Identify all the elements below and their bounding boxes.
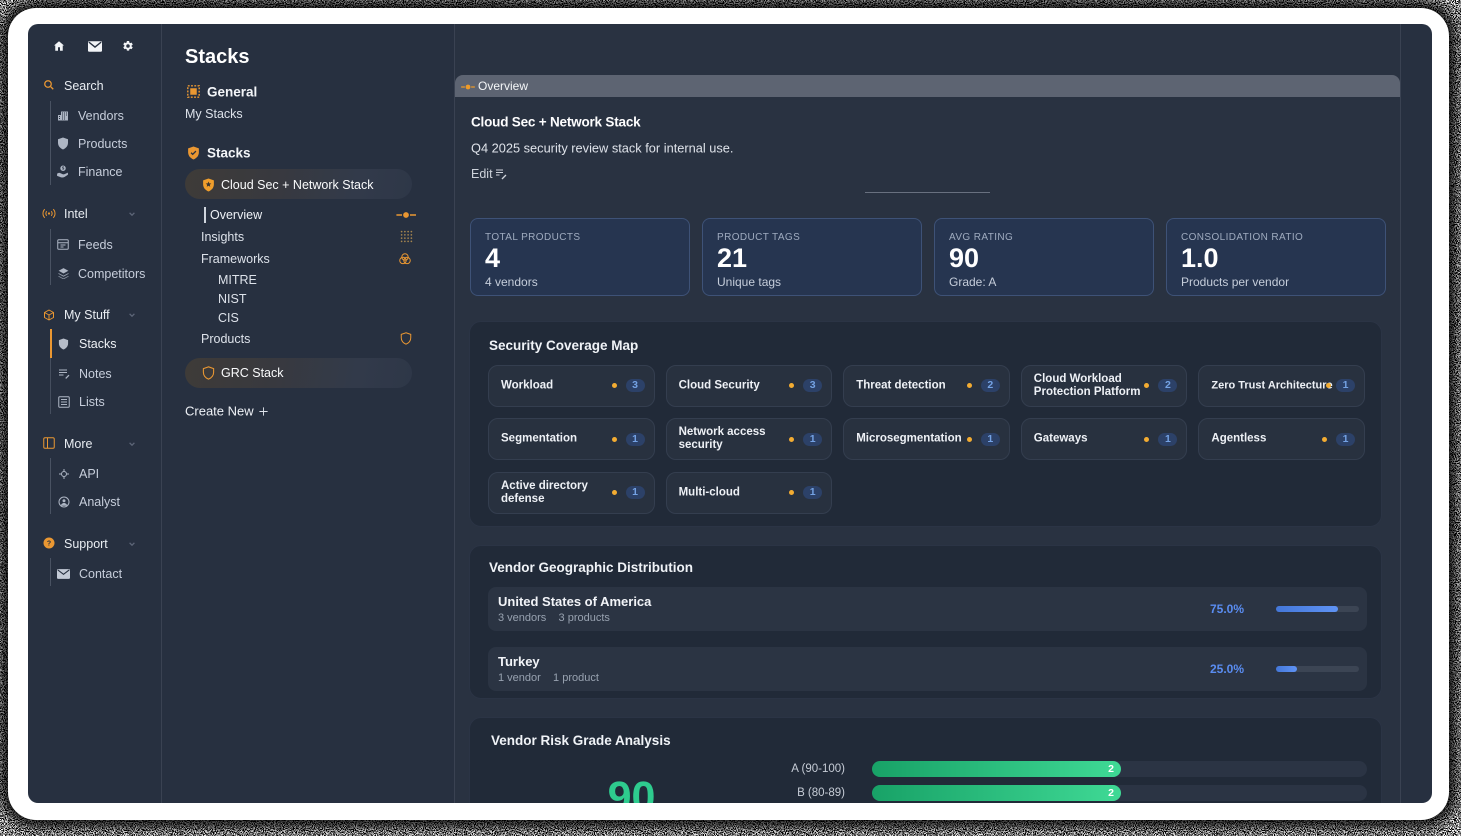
svg-text:$: $ — [62, 166, 65, 171]
svg-text:?: ? — [47, 540, 51, 547]
